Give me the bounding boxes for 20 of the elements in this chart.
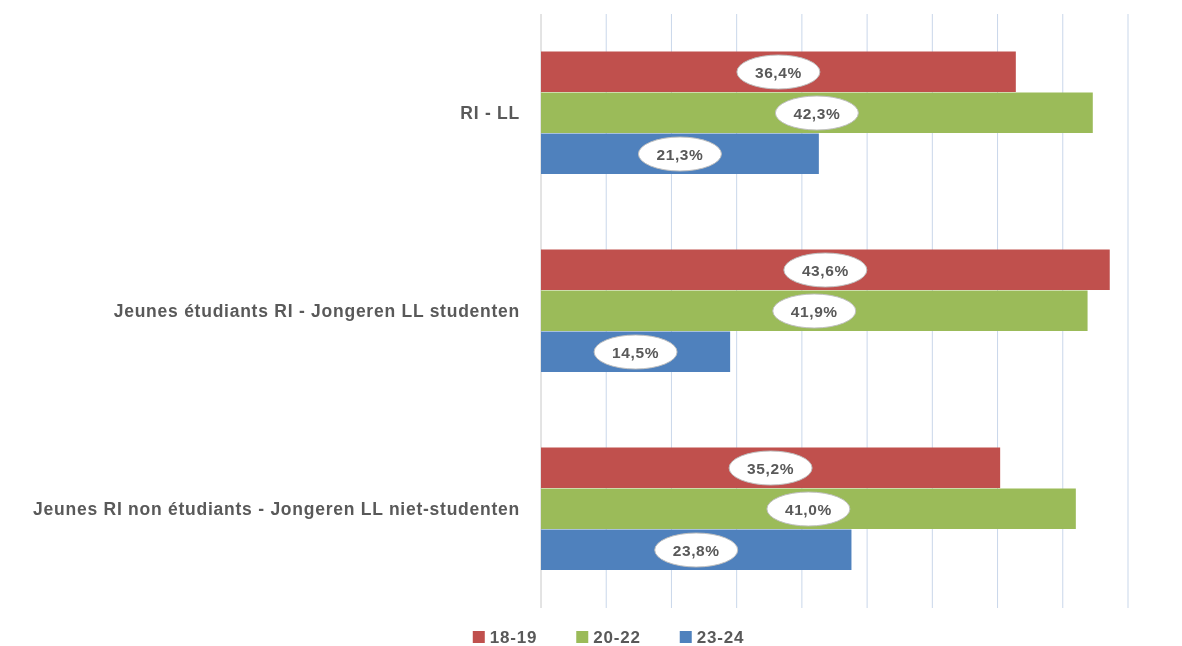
data-label: 41,9% bbox=[790, 302, 838, 320]
data-label: 23,8% bbox=[672, 541, 720, 559]
y-tick-label: Jeunes RI non étudiants - Jongeren LL niet-studenten bbox=[33, 498, 520, 519]
y-tick-label: RI - LL bbox=[460, 102, 520, 123]
data-label: 35,2% bbox=[747, 459, 795, 477]
bar bbox=[541, 92, 1093, 133]
bar bbox=[541, 290, 1088, 331]
data-label: 36,4% bbox=[754, 63, 802, 81]
bar bbox=[541, 51, 1016, 92]
data-label: 42,3% bbox=[793, 104, 841, 122]
data-label: 41,0% bbox=[784, 500, 832, 518]
data-label: 21,3% bbox=[656, 145, 704, 163]
legend-label: 23-24 bbox=[696, 627, 745, 646]
data-label: 14,5% bbox=[612, 343, 660, 361]
bar bbox=[541, 249, 1110, 290]
legend-label: 20-22 bbox=[593, 627, 641, 646]
bar bbox=[541, 488, 1076, 529]
y-tick-label: Jeunes étudiants RI - Jongeren LL studenten bbox=[113, 300, 520, 321]
data-label: 43,6% bbox=[801, 261, 849, 279]
legend-label: 18-19 bbox=[489, 627, 538, 646]
